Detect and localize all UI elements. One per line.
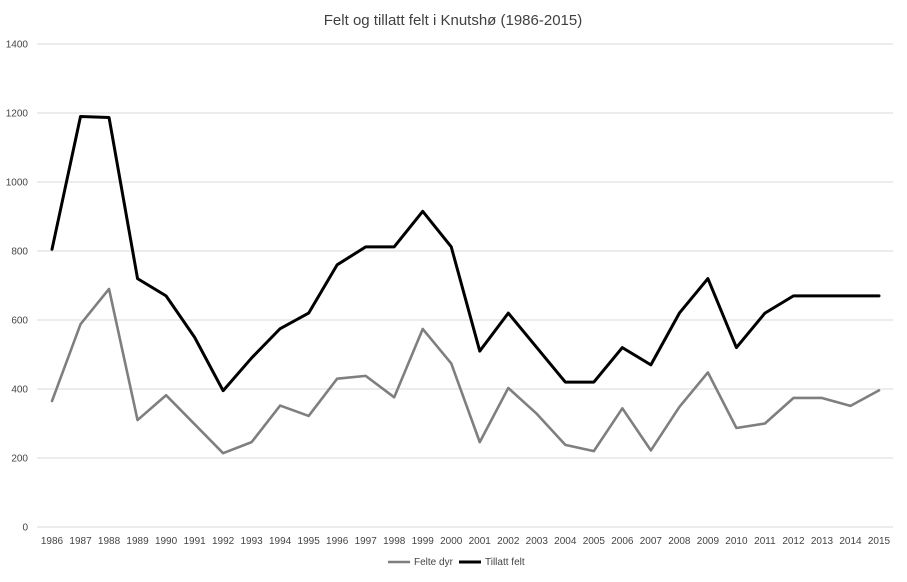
x-tick-label: 1989: [126, 536, 149, 547]
x-tick-label: 2012: [782, 536, 805, 547]
legend: Felte dyr Tillatt felt: [388, 557, 525, 568]
y-axis: 0 200 400 600 800 1000 1200 1400: [6, 40, 29, 534]
x-tick-label: 1994: [269, 536, 292, 547]
x-tick-label: 2011: [754, 536, 776, 547]
x-tick-label: 1999: [412, 536, 435, 547]
y-tick-label: 600: [11, 316, 28, 327]
x-tick-label: 2005: [583, 536, 606, 547]
x-tick-label: 2004: [554, 536, 577, 547]
y-tick-label: 1400: [6, 40, 29, 51]
x-tick-label: 1987: [69, 536, 92, 547]
x-tick-label: 2015: [868, 536, 891, 547]
x-tick-label: 1997: [355, 536, 378, 547]
y-tick-label: 200: [11, 454, 28, 465]
y-tick-label: 800: [11, 247, 28, 258]
x-tick-label: 2010: [725, 536, 748, 547]
x-tick-label: 2003: [526, 536, 549, 547]
x-tick-label: 1998: [383, 536, 406, 547]
x-tick-label: 1993: [240, 536, 263, 547]
x-tick-label: 2002: [497, 536, 520, 547]
x-tick-label: 1988: [98, 536, 121, 547]
x-tick-label: 2007: [640, 536, 663, 547]
y-tick-label: 400: [11, 385, 28, 396]
x-tick-label: 1996: [326, 536, 349, 547]
legend-item: Tillatt felt: [459, 557, 525, 568]
series-line-tillatt-felt: [50, 114, 881, 393]
legend-label: Tillatt felt: [485, 557, 525, 568]
x-tick-label: 2000: [440, 536, 463, 547]
x-tick-label: 1986: [41, 536, 64, 547]
x-tick-label: 2013: [811, 536, 834, 547]
gridlines: [37, 43, 893, 528]
y-tick-label: 1000: [6, 178, 29, 189]
y-tick-label: 1200: [6, 109, 29, 120]
x-tick-label: 2008: [668, 536, 691, 547]
x-tick-label: 2009: [697, 536, 720, 547]
legend-label: Felte dyr: [414, 557, 454, 568]
legend-item: Felte dyr: [388, 557, 454, 568]
x-axis: 1986 1987 1988 1989 1990 1991 1992 1993 1994 1995…: [41, 536, 891, 547]
x-tick-label: 2006: [611, 536, 634, 547]
chart-title: Felt og tillatt felt i Knutshø (1986-201…: [324, 12, 582, 29]
series-line-felte-dyr: [50, 287, 881, 455]
x-tick-label: 2001: [469, 536, 492, 547]
x-tick-label: 1995: [298, 536, 321, 547]
x-tick-label: 1991: [183, 536, 206, 547]
x-tick-label: 2014: [839, 536, 862, 547]
x-tick-label: 1990: [155, 536, 178, 547]
y-tick-label: 0: [22, 523, 28, 534]
x-tick-label: 1992: [212, 536, 235, 547]
series-lines: [50, 114, 881, 455]
